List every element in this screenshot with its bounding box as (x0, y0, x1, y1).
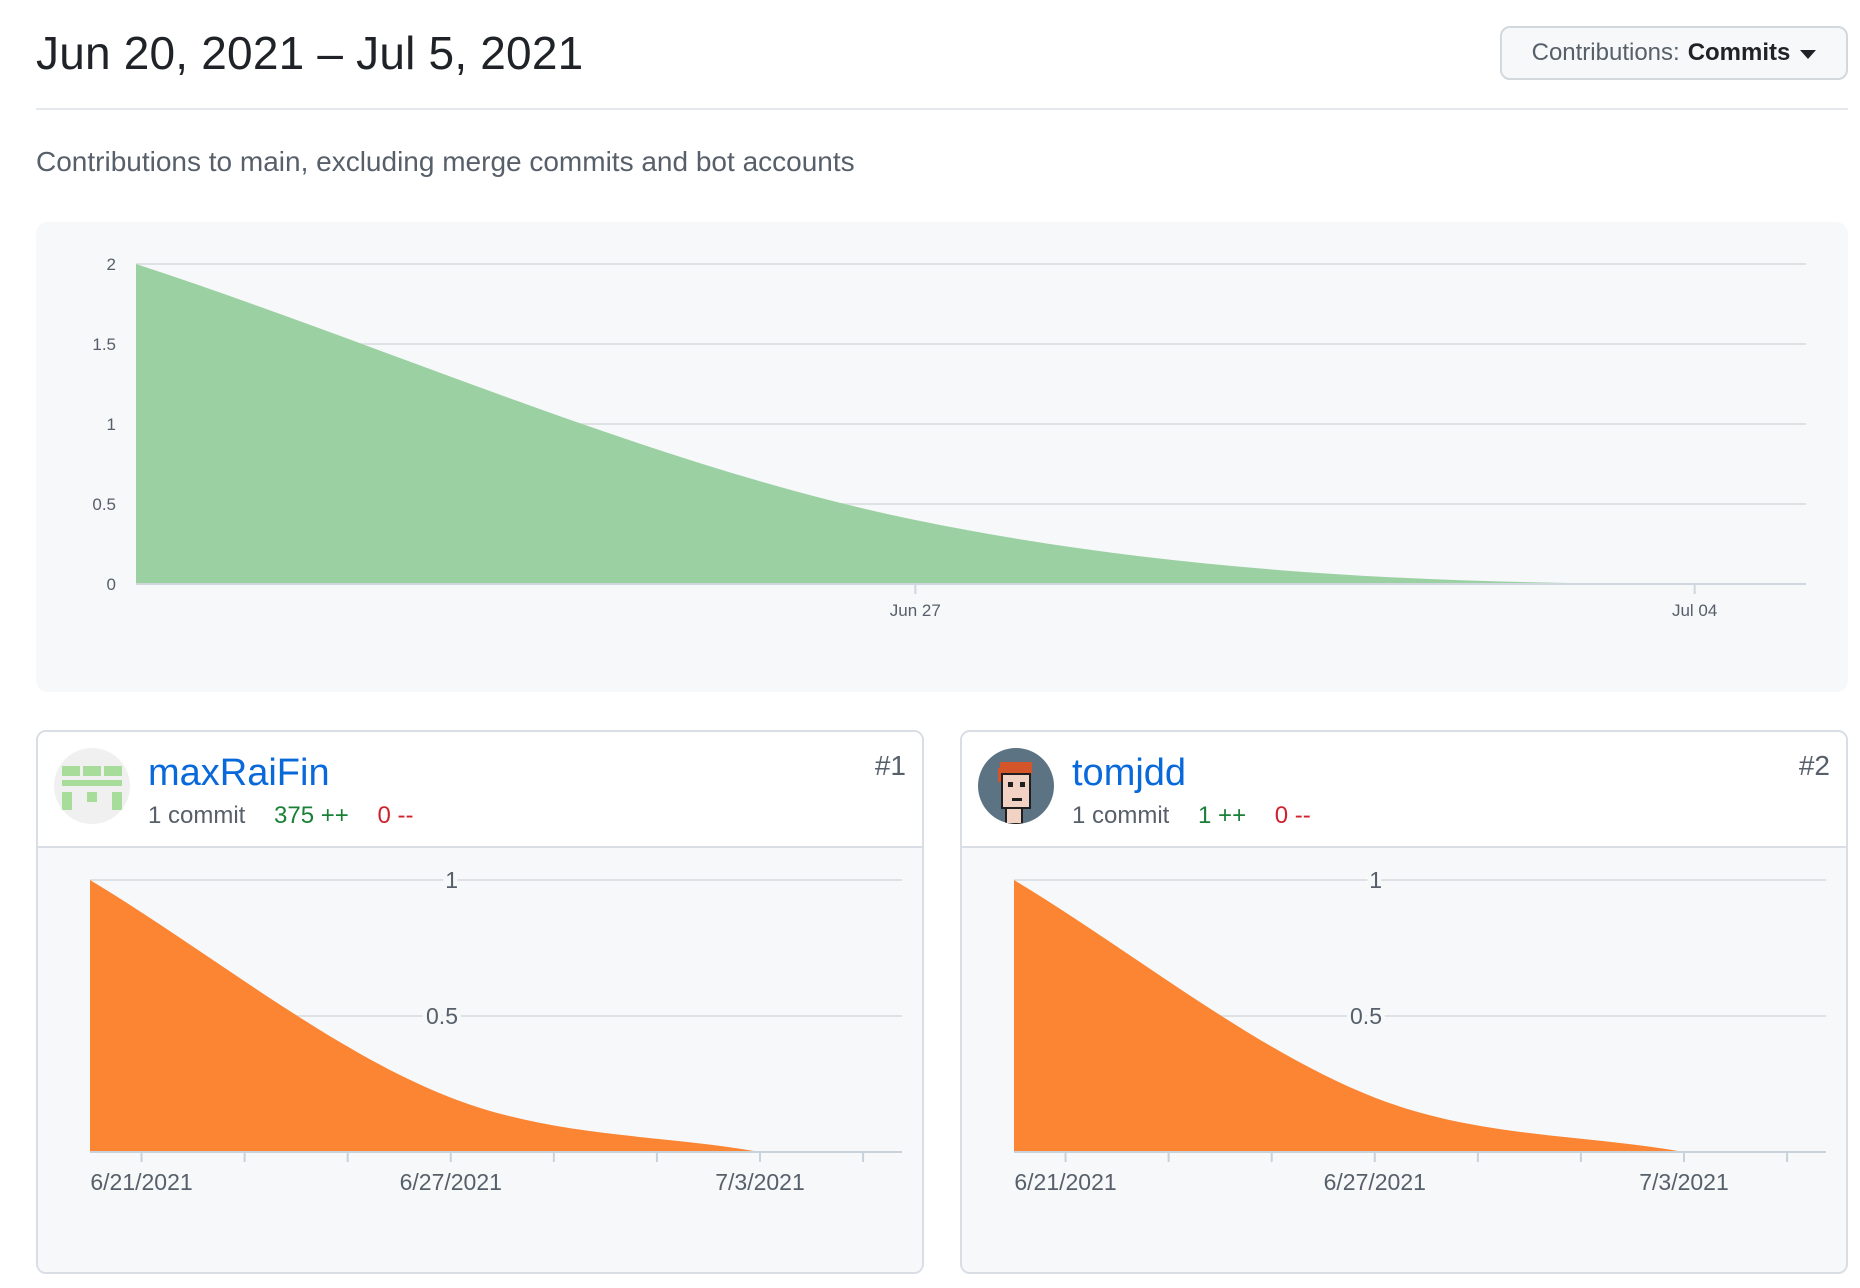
y-tick-label: 1 (107, 415, 116, 434)
contributor-chart-area: 0.5 1 6/21/2021 6/27/2021 7/3/2021 (962, 848, 1846, 1272)
contributions-description: Contributions to main, excluding merge c… (36, 146, 855, 177)
y-tick-label: 2 (107, 255, 116, 274)
deletions-count: 0 -- (377, 802, 414, 829)
x-tick-label: Jun 27 (890, 601, 941, 620)
contributor-chart-area: 0.5 1 6/21/2021 6/27/2021 7/3/2021 (38, 848, 922, 1272)
overall-chart-svg: 0 0.5 1 1.5 2 Jun 27 Jul 04 (92, 255, 1806, 620)
contributions-type-dropdown[interactable]: Contributions: Commits (1500, 26, 1848, 80)
y-tick-label: 1.5 (92, 335, 116, 354)
contributor-card-2: tomjdd 1 commit 1 ++ 0 -- #2 0.5 1 6/21/20… (960, 730, 1848, 1274)
dropdown-value: Commits (1687, 39, 1791, 66)
contributor-username-link[interactable]: tomjdd (1072, 752, 1187, 794)
additions-count: 375 ++ (274, 802, 349, 829)
date-range-title: Jun 20, 2021 – Jul 5, 2021 (36, 27, 584, 79)
contributor-card-header: tomjdd 1 commit 1 ++ 0 -- #2 (962, 732, 1846, 848)
contributor-chart-svg: 0.5 1 6/21/2021 6/27/2021 7/3/2021 (1014, 863, 1826, 1195)
commit-count: 1 commit (1072, 802, 1170, 829)
contributor-stats: 1 commit 375 ++ 0 -- (148, 802, 413, 830)
y-tick-label: 0.5 (1350, 1003, 1382, 1029)
x-tick-label: 7/3/2021 (1639, 1169, 1729, 1195)
contributor-card-header: maxRaiFin 1 commit 375 ++ 0 -- #1 (38, 732, 922, 848)
page-header: Jun 20, 2021 – Jul 5, 2021 Contributions… (36, 0, 1848, 110)
y-tick-label: 0.5 (426, 1003, 458, 1029)
dropdown-label: Contributions: (1531, 39, 1680, 66)
contributor-username-link[interactable]: maxRaiFin (148, 752, 330, 794)
caret-down-icon (1800, 50, 1817, 59)
identicon-avatar[interactable] (54, 748, 130, 824)
y-tick-label: 0.5 (92, 495, 116, 514)
x-tick-label: 6/21/2021 (1014, 1169, 1116, 1195)
y-tick-label: 1 (445, 867, 458, 893)
y-tick-label: 0 (107, 575, 116, 594)
deletions-count: 0 -- (1274, 802, 1311, 829)
contributor-stats: 1 commit 1 ++ 0 -- (1072, 802, 1311, 830)
overall-contributions-chart: 0 0.5 1 1.5 2 Jun 27 Jul 04 (36, 222, 1848, 692)
additions-count: 1 ++ (1198, 802, 1247, 829)
x-tick-label: 6/27/2021 (1324, 1169, 1426, 1195)
contribution-area (136, 264, 1806, 584)
contributor-rank: #2 (1798, 750, 1830, 781)
x-tick-label: 6/21/2021 (90, 1169, 192, 1195)
contributor-rank: #1 (874, 750, 906, 781)
y-tick-label: 1 (1369, 867, 1382, 893)
contribution-area (90, 880, 760, 1152)
pixel-face-avatar[interactable] (978, 748, 1054, 824)
commit-count: 1 commit (148, 802, 246, 829)
contributor-chart-svg: 0.5 1 6/21/2021 6/27/2021 7/3/2021 (90, 863, 902, 1195)
contributor-card-1: maxRaiFin 1 commit 375 ++ 0 -- #1 0.5 1 6/… (36, 730, 924, 1274)
x-tick-label: 6/27/2021 (400, 1169, 502, 1195)
contribution-area (1014, 880, 1684, 1152)
x-tick-label: Jul 04 (1672, 601, 1717, 620)
x-tick-label: 7/3/2021 (715, 1169, 805, 1195)
